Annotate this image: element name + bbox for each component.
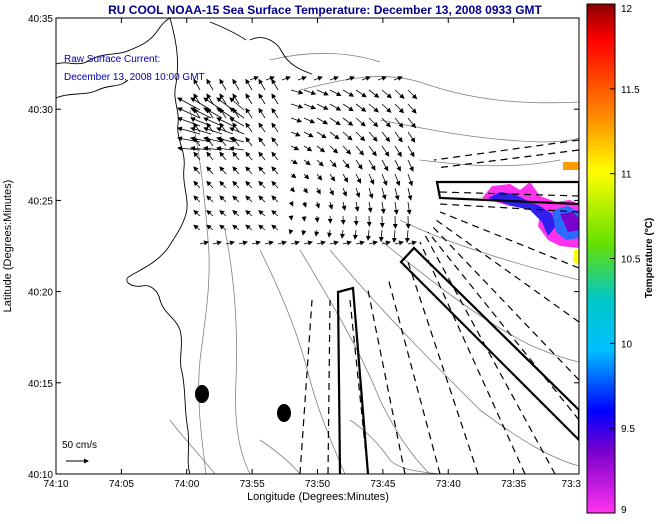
x-axis-label: Longitude (Degrees:Minutes) <box>247 491 389 503</box>
colorbar-tick-label: 10.5 <box>621 255 641 266</box>
x-tick-label: 73:45 <box>370 479 395 490</box>
x-tick-label: 74:05 <box>109 479 134 490</box>
x-tick-label: 73:35 <box>501 479 526 490</box>
colorbar-tick-label: 9 <box>621 505 627 516</box>
y-tick-label: 40:25 <box>28 196 53 207</box>
x-tick-label: 73:40 <box>436 479 461 490</box>
scale-label: 50 cm/s <box>62 440 97 451</box>
y-tick-label: 40:20 <box>28 288 53 299</box>
x-tick-label: 74:00 <box>174 479 199 490</box>
colorbar-tick-label: 11.5 <box>621 85 640 96</box>
colorbar-tick-label: 9.5 <box>621 424 635 435</box>
colorbar-tick-label: 10 <box>621 339 633 350</box>
x-tick-label: 73:3 <box>562 479 582 490</box>
y-tick-label: 40:10 <box>28 470 53 481</box>
chart-title: RU COOL NOAA-15 Sea Surface Temperature:… <box>108 3 542 17</box>
colorbar-tick-label: 12 <box>621 4 633 15</box>
y-axis-label: Latitude (Degrees:Minutes) <box>2 180 14 313</box>
map-layer: Raw Surface Current: December 13, 2008 1… <box>56 18 579 474</box>
colorbar-label: Temperature (°C) <box>644 218 655 299</box>
station-dot <box>195 385 209 403</box>
y-tick-label: 40:15 <box>28 379 53 390</box>
sst-patch <box>563 162 579 170</box>
annotation-line2: December 13, 2008 10:00 GMT <box>64 72 205 83</box>
station-dot <box>277 404 291 422</box>
sst-patch <box>573 250 579 264</box>
annotation-line1: Raw Surface Current: <box>64 54 160 65</box>
x-tick-label: 73:55 <box>240 479 265 490</box>
colorbar-tick-label: 11 <box>621 170 632 181</box>
y-tick-label: 40:35 <box>28 14 53 25</box>
y-tick-label: 40:30 <box>28 105 53 116</box>
x-tick-label: 73:50 <box>305 479 330 490</box>
